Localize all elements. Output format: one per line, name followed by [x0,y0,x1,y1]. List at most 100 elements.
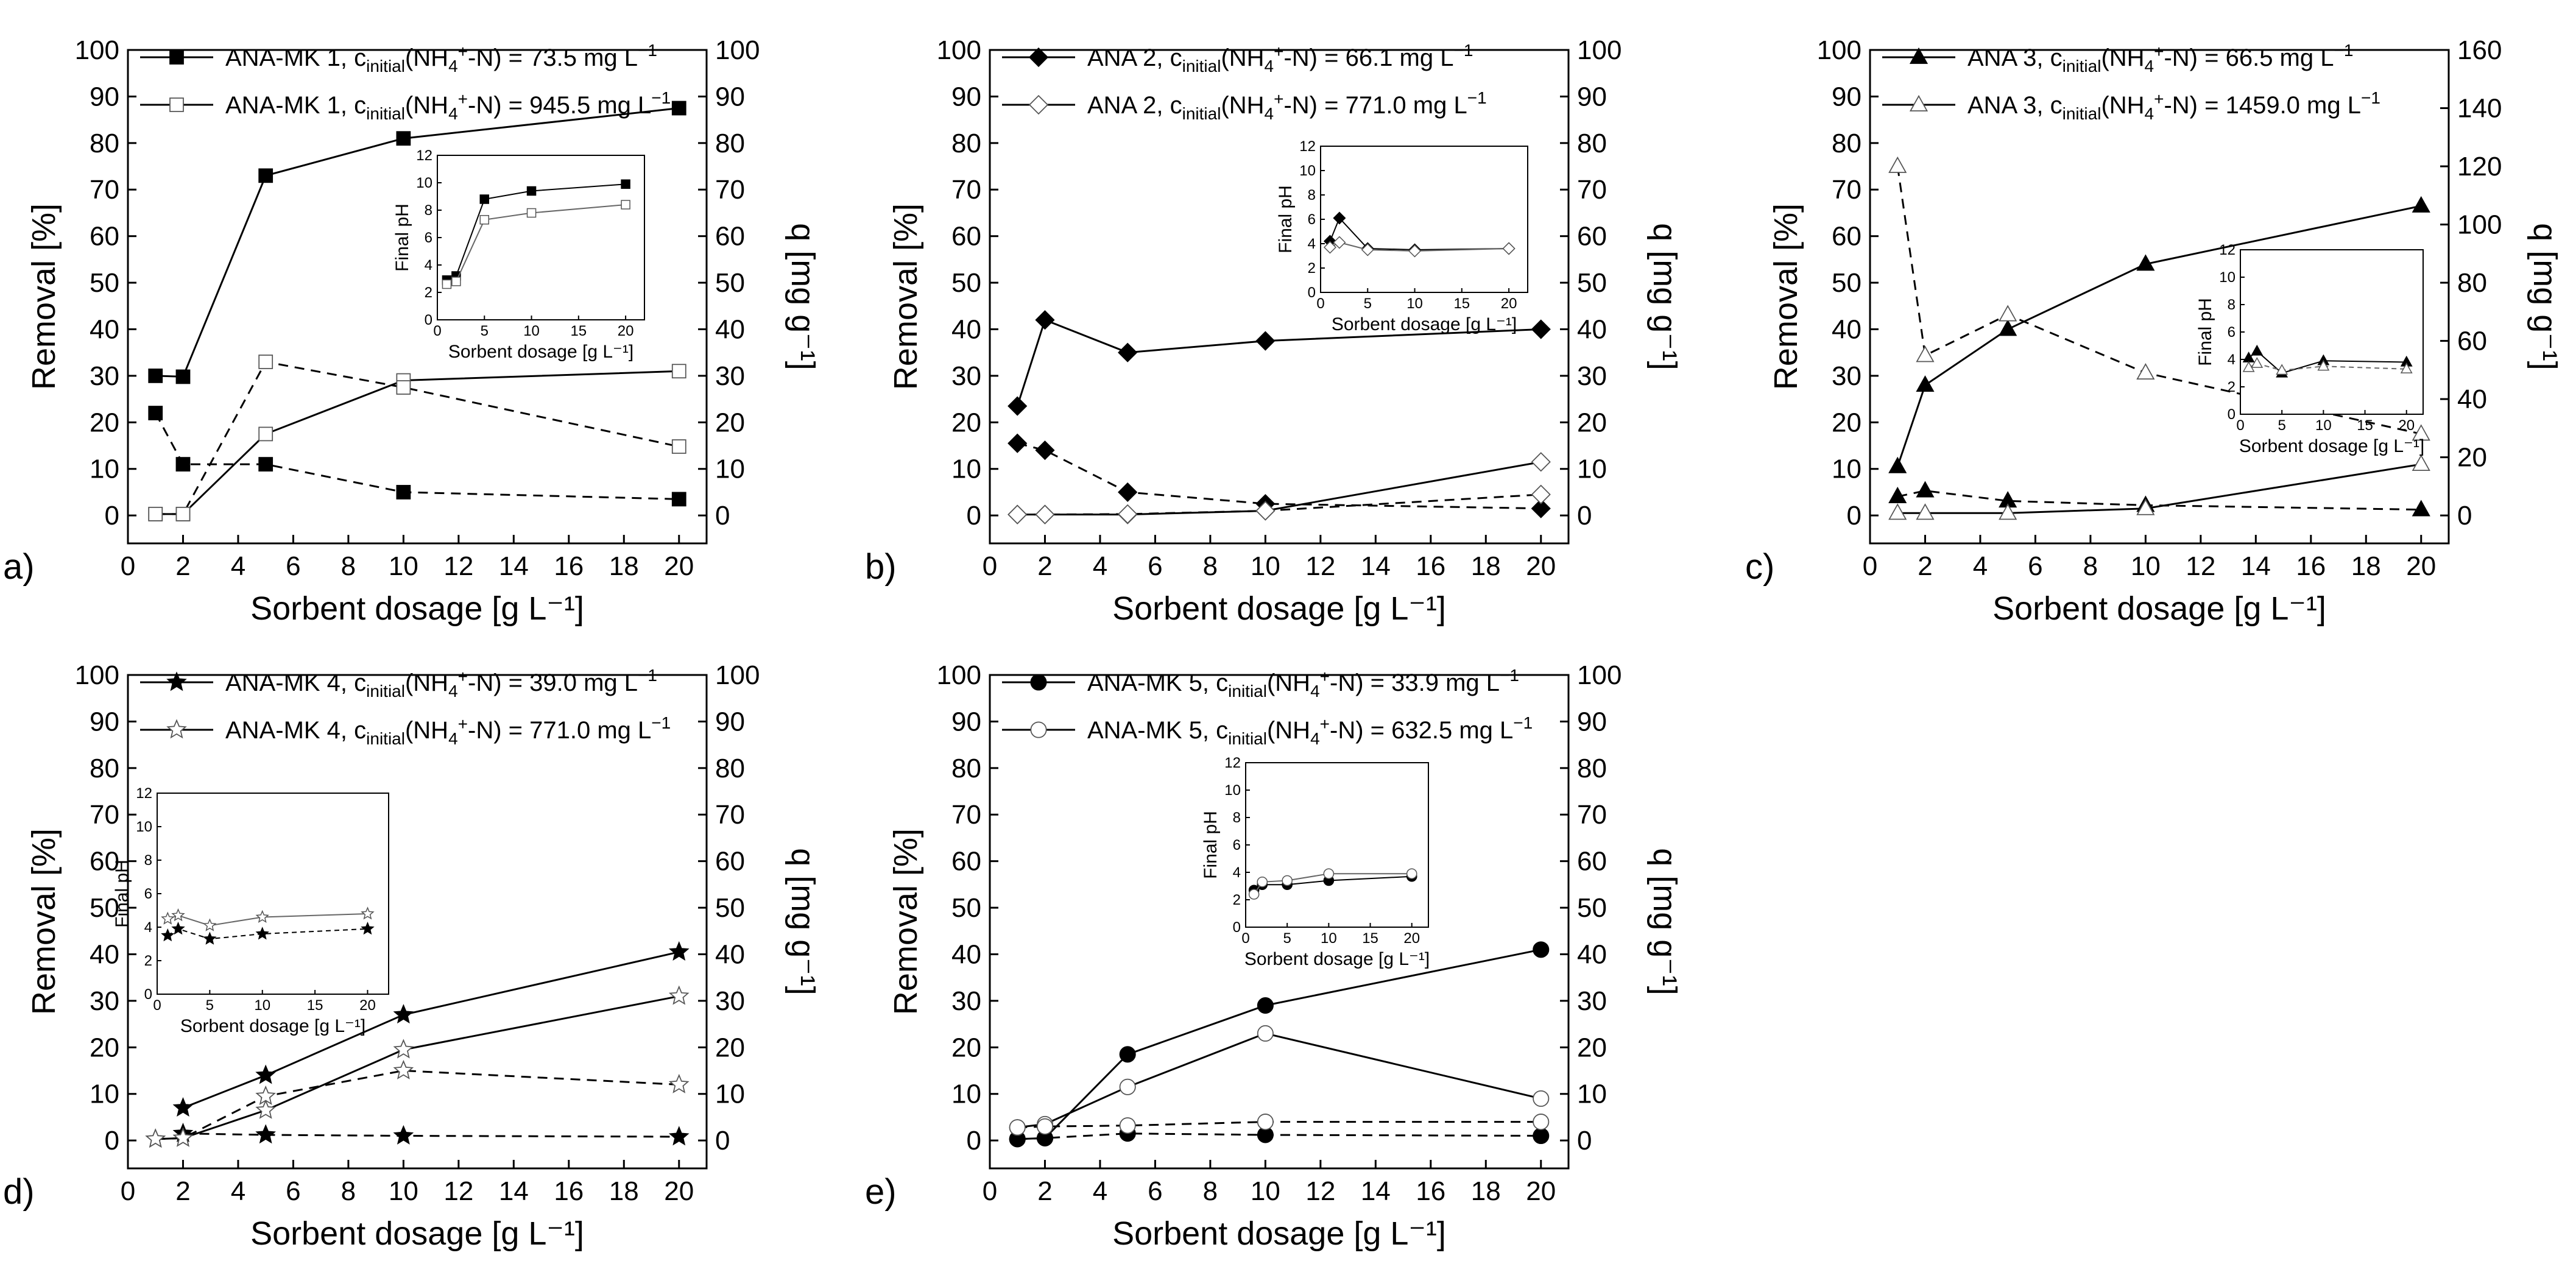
inset-data-point-star [171,908,185,922]
inset-data-point-star [255,909,269,923]
y-tick-label: 0 [105,501,119,531]
inset-y-axis-label: Final pH [1201,811,1221,879]
y-tick-label: 90 [90,82,119,111]
inset-data-point-diamond [1361,243,1374,256]
inset-y-tick-label: 2 [425,284,432,301]
legend-text: ANA 2, c [1087,92,1182,119]
data-point-triangle [2136,254,2155,271]
y-tick-label: 100 [75,35,119,65]
legend-text: ANA 3, c [1967,44,2063,71]
plot-frame [127,49,708,545]
data-point-triangle [1999,319,2017,336]
inset-x-tick-label: 5 [2278,417,2286,434]
y2-tick-label: 70 [715,800,745,830]
inset-data-point-diamond [1323,241,1336,254]
y-tick-label: 20 [90,1033,119,1062]
inset-data-point-circle [1248,889,1260,900]
y-axis-label: Removal [%] [1768,203,1804,390]
data-point-square [396,485,411,500]
data-point-square [258,355,273,369]
data-point-star [393,1004,414,1024]
y2-tick-label: 90 [1577,82,1607,111]
x-tick-label: 18 [609,551,639,581]
legend-label-0: ANA-MK 4, cinitial(NH4+-N) = 39.0 mg L−1 [225,666,657,701]
legend-sub: 4 [1310,729,1320,748]
plot-frame [989,674,1570,1170]
inset-x-tick-label: 0 [1316,295,1324,312]
data-point-square [258,426,273,442]
legend-sup: + [458,715,468,733]
x-tick-label: 0 [121,551,135,581]
data-point-circle [1119,1078,1136,1095]
legend-label-1: ANA 2, cinitial(NH4+-N) = 771.0 mg L−1 [1087,88,1487,123]
data-point-triangle [1888,503,1907,520]
y2-tick-label: 0 [1577,1126,1592,1156]
data-point-star [172,1127,194,1147]
inset-y-tick-label: 10 [2219,269,2235,286]
chart-panel-e: 0 2 4 6 8 10 12 14 16 18 2001020304050607080901000… [865,660,1683,1252]
panel-letter: c) [1745,547,1774,587]
y2-tick-label: 50 [715,268,745,298]
y-tick-label: 60 [90,847,119,877]
inset-y-tick-label: 10 [1299,163,1316,179]
x-tick-label: 6 [286,1176,300,1206]
legend-text: -N) = 33.9 mg L [1330,669,1500,696]
inset-x-tick-label: 20 [1501,295,1517,312]
inset-x-tick-label: 0 [1241,930,1249,947]
y2-tick-label: 70 [715,175,745,205]
inset-data-point-square [442,279,452,289]
inset-data-point-star [171,922,185,935]
x-tick-label: 8 [341,551,356,581]
y2-tick-label: 100 [715,35,760,65]
x-tick-label: 14 [1361,551,1391,581]
inset-frame [2240,249,2424,415]
data-point-diamond [1118,482,1138,503]
legend-marker [169,97,184,112]
y2-tick-label: 0 [1577,501,1592,531]
legend-text: ANA-MK 1, c [225,92,366,119]
y2-tick-label: 10 [715,454,745,484]
inset-y-tick-label: 6 [425,230,432,246]
inset-data-point-square [479,194,490,204]
inset-y-tick-label: 0 [1308,284,1316,301]
data-point-diamond [1007,504,1028,524]
x-tick-label: 0 [1863,551,1877,581]
y2-tick-label: 20 [1577,408,1607,437]
x-tick-label: 0 [121,1176,135,1206]
data-point-diamond [1531,484,1551,504]
panel-letter: d) [3,1172,35,1212]
data-point-square [671,439,686,454]
inset-data-point-square [621,200,630,210]
y2-tick-label: 50 [1577,893,1607,923]
x-tick-label: 12 [1305,551,1335,581]
inset-x-tick-label: 20 [2398,417,2415,434]
y-tick-label: 10 [90,1079,119,1109]
inset-frame [1320,146,1528,293]
y2-tick-label: 30 [715,986,745,1016]
x-tick-label: 16 [2296,551,2326,581]
legend-text: -N) = 632.5 mg L [1330,717,1513,744]
y-tick-label: 70 [90,175,119,205]
legend-sup: + [458,42,468,61]
inset-data-point-diamond [1408,244,1422,258]
inset-data-point-diamond [1333,236,1346,249]
data-point-star [172,1097,194,1117]
legend-text: (NH [1221,44,1264,71]
inset-y-tick-label: 8 [2228,297,2235,313]
legend-sup: −1 [1453,41,1473,60]
inset-y-tick-label: 4 [2228,351,2235,368]
y-tick-label: 0 [1847,501,1861,531]
inset-y-tick-label: 6 [144,886,152,902]
y2-axis-label: q [mg g⁻¹] [785,848,821,995]
data-point-diamond [1035,440,1055,461]
y-axis-label: Removal [%] [26,828,62,1015]
y-tick-label: 40 [90,939,119,969]
legend-text: -N) = 771.0 mg L [468,717,651,744]
y2-axis-label: q [mg g⁻¹] [2527,223,2563,370]
inset-y-axis-label: Final pH [392,203,412,272]
data-point-star [668,1126,690,1146]
inset-data-point-circle [1257,876,1268,888]
plot-frame [127,674,708,1170]
y-tick-label: 70 [1832,175,1861,205]
y2-tick-label: 100 [2457,210,2502,240]
